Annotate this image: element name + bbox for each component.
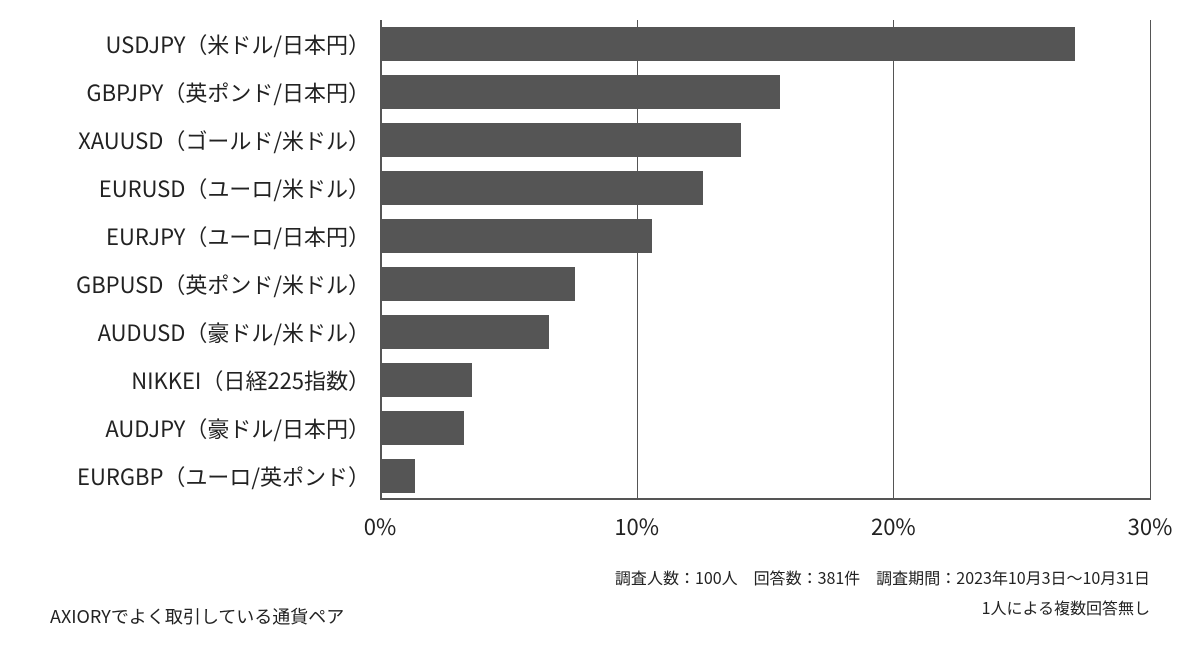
category-label: GBPJPY（英ポンド/日本円） (86, 68, 370, 116)
chart-caption-left: AXIORYでよく取引している通貨ペア (50, 603, 344, 629)
bar (382, 315, 549, 349)
bar-row (380, 404, 1150, 452)
chart-caption-right-line2: 1人による複数回答無し (982, 595, 1150, 619)
xtick-label: 0% (364, 510, 396, 542)
xtick-label: 20% (871, 510, 916, 542)
bar (382, 171, 703, 205)
bar-row (380, 164, 1150, 212)
category-label: EURJPY（ユーロ/日本円） (106, 212, 370, 260)
chart-area: 0%10%20%30% (380, 20, 1150, 540)
bar (382, 411, 464, 445)
chart-caption-right-line1: 調査人数：100人 回答数：381件 調査期間：2023年10月3日〜10月31… (615, 565, 1150, 589)
bar-row (380, 308, 1150, 356)
bar-row (380, 20, 1150, 68)
bar-row (380, 452, 1150, 500)
bar (382, 363, 472, 397)
category-label: NIKKEI（日経225指数） (131, 356, 370, 404)
category-label: AUDJPY（豪ドル/日本円） (105, 404, 370, 452)
xtick-label: 10% (614, 510, 659, 542)
gridline (1150, 20, 1151, 500)
bar (382, 459, 415, 493)
bar-row (380, 260, 1150, 308)
xtick-label: 30% (1128, 510, 1173, 542)
bar (382, 267, 575, 301)
category-label: GBPUSD（英ポンド/米ドル） (76, 260, 370, 308)
bar (382, 27, 1075, 61)
category-label: XAUUSD（ゴールド/米ドル） (78, 116, 370, 164)
bar (382, 75, 780, 109)
bar-row (380, 212, 1150, 260)
category-label: AUDUSD（豪ドル/米ドル） (98, 308, 370, 356)
plot-region (380, 20, 1150, 500)
bar (382, 123, 741, 157)
bar-row (380, 68, 1150, 116)
bar-row (380, 116, 1150, 164)
category-label: EURGBP（ユーロ/英ポンド） (77, 452, 370, 500)
bar (382, 219, 652, 253)
category-label: EURUSD（ユーロ/米ドル） (99, 164, 370, 212)
category-label: USDJPY（米ドル/日本円） (106, 20, 370, 68)
bar-row (380, 356, 1150, 404)
